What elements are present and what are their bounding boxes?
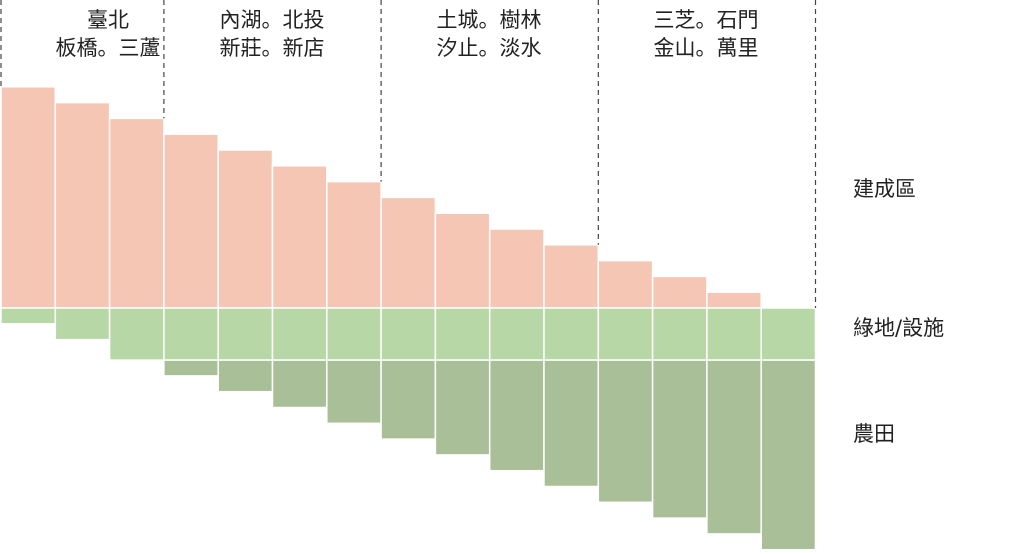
green-area-bar <box>434 307 491 361</box>
band-label-green: 綠地/設施 <box>853 316 945 340</box>
green-area-bar <box>651 307 708 361</box>
built-area-bar <box>706 291 762 309</box>
green-area-bar <box>760 307 817 361</box>
farmland-bar <box>271 359 328 409</box>
group-3-line-2: 汐止。淡水 <box>436 36 542 60</box>
farmland-bar <box>543 359 600 488</box>
built-area-bar <box>271 165 328 309</box>
green-area-bar <box>326 307 382 361</box>
group-1-line-1: 臺北 <box>87 8 129 32</box>
farmland-bar <box>217 359 274 393</box>
group-2-line-1: 內湖。北投 <box>219 8 325 32</box>
farmland-bar <box>651 359 708 519</box>
green-area-bar <box>706 307 762 361</box>
green-area-bar <box>163 307 219 361</box>
green-area-bar <box>597 307 654 361</box>
group-label-1: 臺北 板橋。三蘆 <box>0 6 216 62</box>
built-area-bar <box>54 101 111 309</box>
farmland-bar <box>326 359 382 425</box>
farmland-bar <box>760 359 817 551</box>
green-area-bar <box>54 307 111 341</box>
band-label-built: 建成區 <box>853 177 916 201</box>
built-area-bar <box>380 196 437 309</box>
group-1-line-2: 板橋。三蘆 <box>55 36 161 60</box>
built-area-bar <box>163 133 219 309</box>
built-area-bar <box>597 259 654 309</box>
green-area-bar <box>380 307 437 361</box>
built-area-bar <box>543 244 600 309</box>
built-area-bar <box>326 180 382 309</box>
farmland-bar <box>380 359 437 440</box>
green-area-bar <box>108 307 165 361</box>
built-area-bar <box>434 212 491 309</box>
built-area-bar <box>488 228 545 309</box>
built-area-bar <box>108 117 165 309</box>
group-label-3: 土城。樹林 汐止。淡水 <box>381 6 597 62</box>
group-3-line-1: 土城。樹林 <box>436 8 542 32</box>
farmland-bar <box>488 359 545 472</box>
farmland-bar <box>597 359 654 504</box>
green-area-bar <box>0 307 57 325</box>
green-area-bar <box>271 307 328 361</box>
group-label-2: 內湖。北投 新莊。新店 <box>164 6 380 62</box>
farmland-bar <box>706 359 762 535</box>
farmland-bar <box>163 359 219 377</box>
group-4-line-1: 三芝。石門 <box>653 8 759 32</box>
green-area-bar <box>217 307 274 361</box>
green-area-bar <box>488 307 545 361</box>
band-label-farm: 農田 <box>853 422 895 446</box>
group-label-4: 三芝。石門 金山。萬里 <box>598 6 814 62</box>
built-area-bar <box>217 149 274 309</box>
farmland-bar <box>434 359 491 456</box>
built-area-bar <box>651 275 708 309</box>
group-4-line-2: 金山。萬里 <box>653 36 759 60</box>
green-area-bar <box>543 307 600 361</box>
built-area-bar <box>0 86 57 309</box>
group-2-line-2: 新莊。新店 <box>219 36 325 60</box>
